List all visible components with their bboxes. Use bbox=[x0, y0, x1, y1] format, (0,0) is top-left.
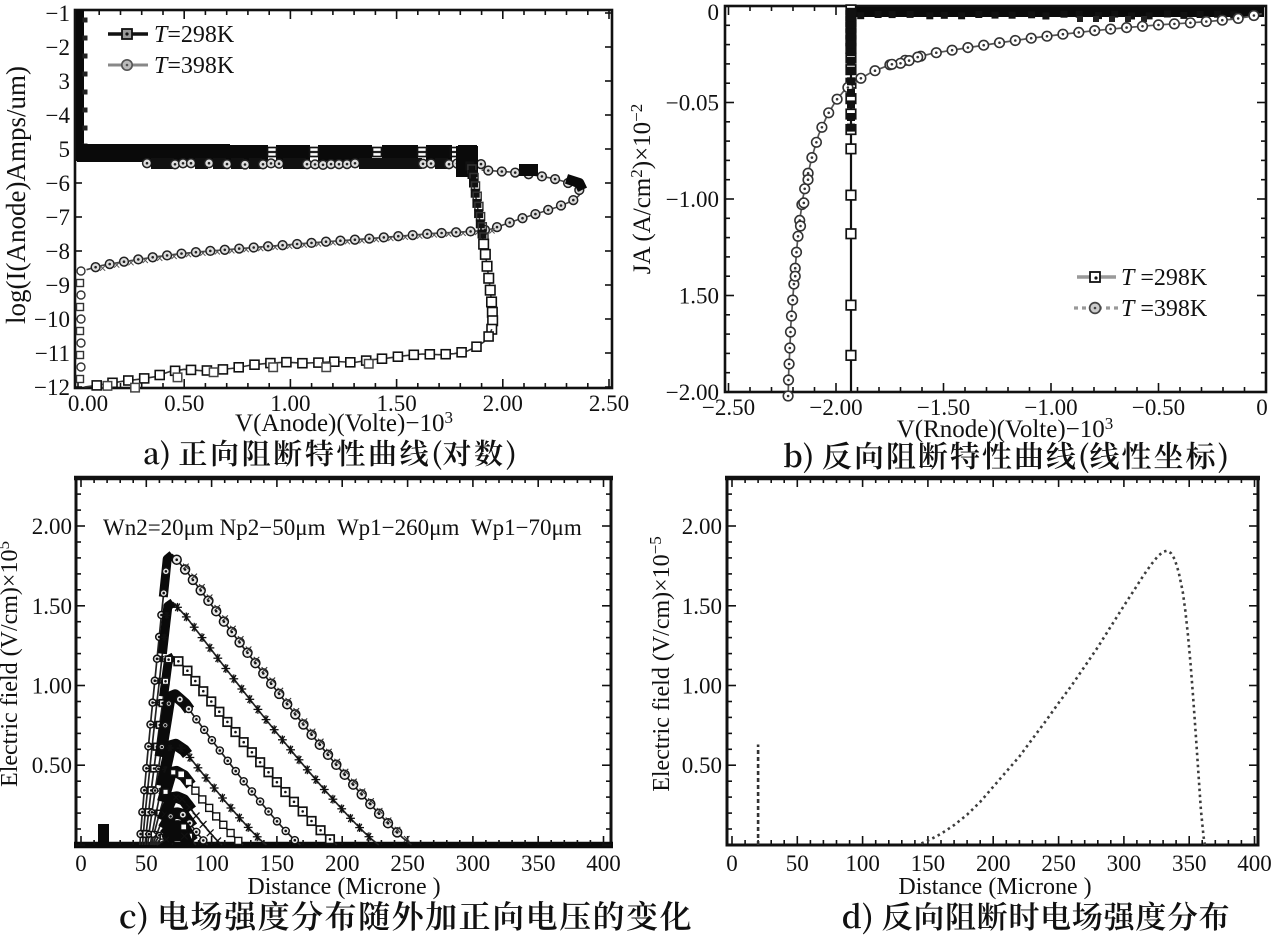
svg-text:150: 150 bbox=[260, 851, 295, 876]
svg-text:2.00: 2.00 bbox=[682, 514, 722, 539]
svg-text:−9: −9 bbox=[46, 273, 70, 298]
svg-text:−1.00: −1.00 bbox=[666, 187, 719, 212]
svg-text:Distance (Microne ): Distance (Microne ) bbox=[898, 874, 1091, 900]
svg-text:2.00: 2.00 bbox=[32, 514, 72, 539]
svg-text:JA (A/cm2)×10−2: JA (A/cm2)×10−2 bbox=[627, 104, 656, 275]
svg-text:−1: −1 bbox=[46, 1, 70, 26]
svg-text:0: 0 bbox=[708, 0, 720, 25]
svg-text:Distance (Microne ): Distance (Microne ) bbox=[247, 874, 440, 900]
svg-text:−2.50: −2.50 bbox=[702, 395, 755, 420]
svg-text:T =398K: T =398K bbox=[1121, 296, 1208, 322]
svg-text:−6: −6 bbox=[46, 171, 70, 196]
svg-text:1.00: 1.00 bbox=[32, 674, 72, 699]
svg-text:0: 0 bbox=[726, 851, 738, 876]
svg-text:log(I(Anode)Amps/um): log(I(Anode)Amps/um) bbox=[1, 66, 31, 324]
svg-text:400: 400 bbox=[586, 851, 621, 876]
svg-text:1.50: 1.50 bbox=[682, 594, 722, 619]
svg-text:300: 300 bbox=[1107, 851, 1142, 876]
svg-text:250: 250 bbox=[1041, 851, 1076, 876]
svg-text:2.50: 2.50 bbox=[589, 391, 629, 416]
svg-text:−0.05: −0.05 bbox=[666, 91, 719, 116]
svg-text:1.50: 1.50 bbox=[679, 284, 719, 309]
svg-text:100: 100 bbox=[845, 851, 880, 876]
svg-text:1.50: 1.50 bbox=[32, 594, 72, 619]
svg-text:−2.00: −2.00 bbox=[666, 380, 719, 405]
svg-text:200: 200 bbox=[325, 851, 360, 876]
svg-text:3: 3 bbox=[59, 69, 71, 94]
svg-text:250: 250 bbox=[390, 851, 425, 876]
svg-text:−7: −7 bbox=[46, 205, 70, 230]
svg-text:0.50: 0.50 bbox=[32, 753, 72, 778]
svg-text:−1.00: −1.00 bbox=[1024, 395, 1077, 420]
svg-text:5: 5 bbox=[59, 137, 71, 162]
svg-text:300: 300 bbox=[456, 851, 491, 876]
svg-text:350: 350 bbox=[521, 851, 556, 876]
svg-text:1.00: 1.00 bbox=[270, 391, 310, 416]
svg-text:T=398K: T=398K bbox=[154, 53, 235, 79]
svg-text:100: 100 bbox=[194, 851, 229, 876]
svg-text:−4: −4 bbox=[46, 103, 71, 128]
svg-text:0: 0 bbox=[75, 851, 87, 876]
svg-text:0.50: 0.50 bbox=[682, 753, 722, 778]
svg-text:350: 350 bbox=[1172, 851, 1207, 876]
svg-text:V(Rnode)(Volte)−103: V(Rnode)(Volte)−103 bbox=[897, 414, 1114, 443]
svg-text:0.00: 0.00 bbox=[68, 391, 108, 416]
svg-text:−8: −8 bbox=[46, 239, 70, 264]
svg-text:Wn2=20μm Np2−50μm Wp1−260μm: Wn2=20μm Np2−50μm Wp1−260μm Wp1−70μm bbox=[103, 515, 582, 540]
svg-text:50: 50 bbox=[135, 851, 158, 876]
svg-text:T =298K: T =298K bbox=[1121, 265, 1208, 291]
svg-text:400: 400 bbox=[1237, 851, 1272, 876]
svg-text:−11: −11 bbox=[35, 341, 70, 366]
svg-text:2.00: 2.00 bbox=[483, 391, 523, 416]
svg-text:−1.50: −1.50 bbox=[917, 395, 970, 420]
svg-text:200: 200 bbox=[976, 851, 1011, 876]
svg-text:−2.00: −2.00 bbox=[809, 395, 862, 420]
svg-text:1.50: 1.50 bbox=[376, 391, 416, 416]
svg-text:Electric field (V/cm)×10−5: Electric field (V/cm)×10−5 bbox=[646, 536, 675, 792]
svg-text:0.50: 0.50 bbox=[164, 391, 204, 416]
svg-text:0: 0 bbox=[1256, 395, 1268, 420]
svg-text:−10: −10 bbox=[34, 307, 70, 332]
svg-text:1.00: 1.00 bbox=[682, 674, 722, 699]
svg-text:T=298K: T=298K bbox=[154, 22, 235, 48]
svg-text:−2: −2 bbox=[46, 35, 70, 60]
svg-text:−0.50: −0.50 bbox=[1132, 395, 1185, 420]
svg-text:Electric field (V/cm)×105: Electric field (V/cm)×105 bbox=[0, 541, 23, 787]
svg-text:150: 150 bbox=[911, 851, 946, 876]
svg-text:50: 50 bbox=[786, 851, 809, 876]
svg-text:−12: −12 bbox=[34, 375, 70, 400]
svg-text:V(Anode)(Volte)−103: V(Anode)(Volte)−103 bbox=[235, 408, 453, 437]
